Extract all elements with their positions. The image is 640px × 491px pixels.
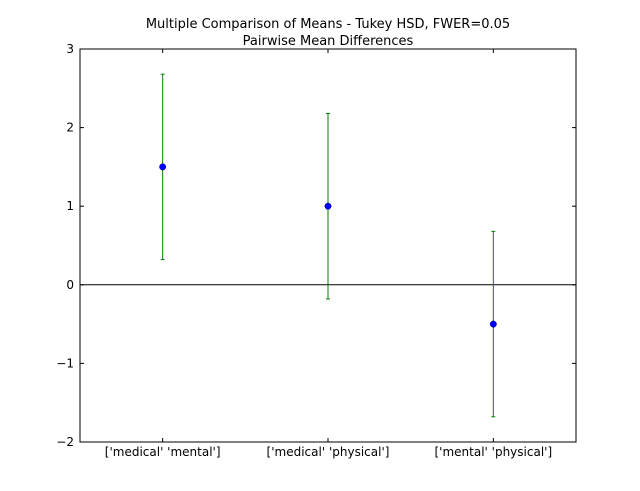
mean-difference-point	[489, 320, 497, 328]
mean-difference-point	[159, 163, 167, 171]
y-tick-label: 3	[66, 42, 74, 56]
y-tick-label: 0	[66, 278, 74, 292]
y-tick-label: −2	[56, 435, 74, 449]
chart-subtitle: Pairwise Mean Differences	[243, 34, 414, 49]
y-tick-label: −1	[56, 356, 74, 370]
x-category-label: ['mental' 'physical']	[435, 445, 553, 459]
plot-frame	[79, 48, 577, 443]
y-tick-label: 2	[66, 121, 74, 135]
chart-title: Multiple Comparison of Means - Tukey HSD…	[146, 17, 510, 32]
y-tick-label: 1	[66, 199, 74, 213]
x-category-label: ['medical' 'physical']	[267, 445, 390, 459]
x-category-label: ['medical' 'mental']	[105, 445, 221, 459]
mean-difference-point	[324, 202, 332, 210]
